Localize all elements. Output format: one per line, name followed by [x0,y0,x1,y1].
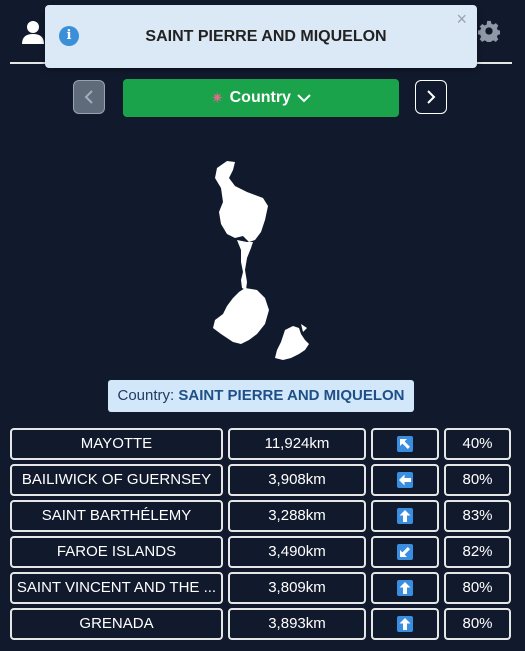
arrow-northwest-icon [397,436,413,452]
country-button-label: Country [229,89,291,106]
guess-direction [371,428,439,460]
chevron-right-icon [427,90,436,104]
guess-proximity: 80% [444,608,511,640]
guess-country: FAROE ISLANDS [10,536,223,568]
guess-proximity: 80% [444,572,511,604]
previous-button[interactable] [73,80,105,114]
user-icon[interactable] [22,20,44,44]
guess-direction [371,536,439,568]
chevron-left-icon [84,90,93,104]
guess-distance: 3,908km [228,464,366,496]
country-select-button[interactable]: ✷ Country [123,79,399,117]
arrow-north-icon [397,580,413,596]
guess-proximity: 82% [444,536,511,568]
guess-proximity: 83% [444,500,511,532]
country-label: Country: SAINT PIERRE AND MIQUELON [108,380,414,412]
guess-distance: 3,809km [228,572,366,604]
guess-direction [371,500,439,532]
guess-country: SAINT VINCENT AND THE ... [10,572,223,604]
guess-direction [371,464,439,496]
notification-toast: i SAINT PIERRE AND MIQUELON × [45,5,477,68]
info-icon: i [59,26,79,46]
guess-proximity: 40% [444,428,511,460]
guess-country: SAINT BARTHÉLEMY [10,500,223,532]
guess-proximity: 80% [444,464,511,496]
party-popper-icon: ✷ [211,90,224,107]
toast-title: SAINT PIERRE AND MIQUELON [145,28,387,45]
next-button[interactable] [415,80,447,114]
country-label-name: SAINT PIERRE AND MIQUELON [178,387,405,404]
gear-icon[interactable] [478,20,500,42]
country-label-prefix: Country: [117,387,175,404]
guess-direction [371,608,439,640]
guess-country: MAYOTTE [10,428,223,460]
guess-direction [371,572,439,604]
guess-country: GRENADA [10,608,223,640]
arrow-north-icon [397,616,413,632]
arrow-southwest-icon [397,544,413,560]
guess-distance: 3,288km [228,500,366,532]
guess-country: BAILIWICK OF GUERNSEY [10,464,223,496]
close-icon[interactable]: × [456,9,467,29]
arrow-north-icon [397,508,413,524]
arrow-west-icon [397,472,413,488]
guess-distance: 11,924km [228,428,366,460]
chevron-down-icon [297,94,311,103]
country-silhouette [213,161,309,360]
guess-distance: 3,893km [228,608,366,640]
guess-distance: 3,490km [228,536,366,568]
